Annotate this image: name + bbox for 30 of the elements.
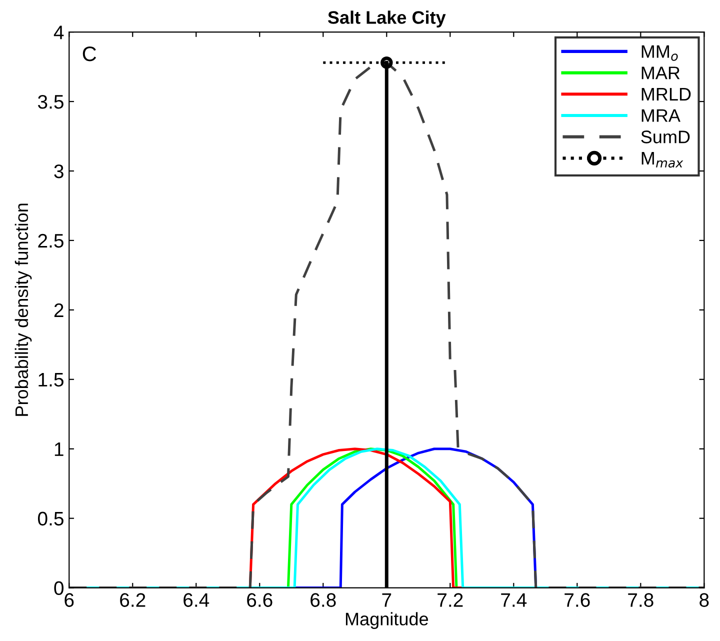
x-tick-label: 7.4 [501,593,527,607]
y-tick-label: 2.5 [38,234,64,248]
legend-label: MRLD [642,88,691,100]
annotation: C [82,46,96,62]
x-axis-title: Magnitude [346,612,428,630]
legend-label: SumD [641,130,690,144]
chart-title: Salt Lake City [328,10,446,28]
y-tick-label: 1.5 [38,373,64,387]
x-tick-label: 6.4 [184,593,210,607]
y-tick-label: 4 [54,26,64,40]
x-tick-label: 7.8 [628,593,654,607]
x-tick-label: 6.8 [310,593,336,607]
x-tick-label: 7 [382,593,392,607]
y-tick-label: 3.5 [38,94,64,109]
x-tick-label: 8 [700,593,709,607]
x-tick-label: 7.6 [564,593,590,607]
y-tick-label: 0.5 [38,512,64,526]
x-tick-label: 6.2 [120,593,146,607]
y-tick-label: 3 [54,164,64,178]
legend-label: MM$_{o}$ [642,45,678,61]
y-tick-label: 2 [54,303,64,317]
legend-label: MRA [642,109,680,122]
x-tick-label: 6.6 [247,593,272,607]
legend-label: M$_{max}$ [642,152,684,168]
legend-label: MAR [642,66,680,80]
y-axis-title: Probability density function [14,204,32,416]
y-tick-label: 0 [54,581,64,596]
y-tick-label: 1 [54,442,64,456]
x-tick-label: 6 [64,593,74,607]
x-tick-label: 7.2 [438,593,463,607]
